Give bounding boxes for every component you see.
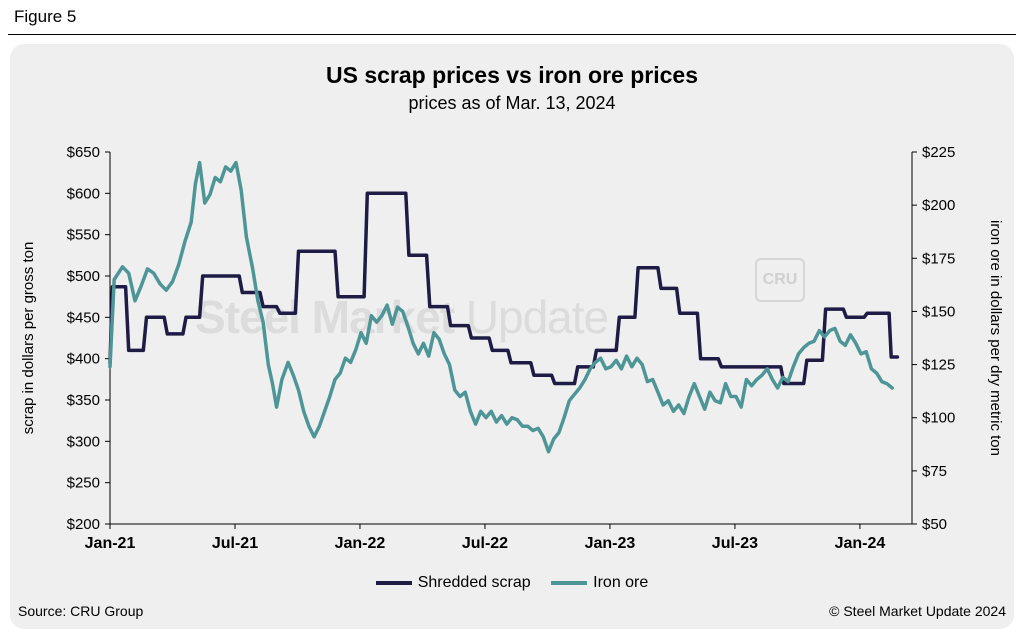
x-tick-label: Jan-23 — [585, 535, 636, 552]
x-tick-label: Jan-22 — [335, 535, 386, 552]
right-tick-label: $175 — [922, 250, 955, 267]
top-divider — [8, 34, 1016, 35]
chart-panel — [10, 44, 1014, 629]
left-axis-title: scrap in dollars per gross ton — [20, 242, 37, 435]
right-tick-label: $225 — [922, 144, 955, 161]
left-tick-label: $650 — [67, 144, 100, 161]
x-tick-label: Jul-23 — [712, 535, 758, 552]
figure-label: Figure 5 — [14, 7, 77, 26]
legend-item-ore: Iron ore — [551, 574, 648, 592]
right-tick-label: $75 — [922, 463, 947, 480]
left-tick-label: $500 — [67, 268, 100, 285]
x-tick-label: Jul-22 — [462, 535, 508, 552]
series-line-iron-ore — [108, 160, 894, 454]
right-tick-label: $125 — [922, 357, 955, 374]
left-tick-label: $250 — [67, 475, 100, 492]
chart-title: US scrap prices vs iron ore prices — [325, 62, 698, 88]
right-tick-label: $150 — [922, 303, 955, 320]
legend-label-ore: Iron ore — [593, 574, 649, 591]
legend-swatch-scrap — [375, 581, 412, 585]
source-note: Source: CRU Group — [18, 603, 144, 619]
watermark-light: Update — [465, 291, 609, 343]
legend-swatch-ore — [551, 581, 588, 585]
left-tick-label: $550 — [67, 227, 100, 244]
cru-badge: CRU — [755, 258, 805, 302]
right-axis-title: iron ore in dollars per dry metric ton — [987, 220, 1004, 456]
copyright-note: © Steel Market Update 2024 — [829, 603, 1006, 619]
chart-subtitle: prices as of Mar. 13, 2024 — [408, 93, 616, 113]
right-tick-label: $50 — [922, 516, 947, 533]
legend: Shredded scrap Iron ore — [0, 572, 1024, 592]
left-tick-label: $450 — [67, 309, 100, 326]
right-tick-label: $200 — [922, 197, 955, 214]
x-tick-label: Jul-21 — [212, 535, 258, 552]
x-tick-label: Jan-21 — [85, 535, 136, 552]
legend-label-scrap: Shredded scrap — [417, 574, 531, 591]
series-line-shredded-scrap — [108, 191, 900, 386]
left-tick-label: $350 — [67, 392, 100, 409]
left-tick-label: $600 — [67, 185, 100, 202]
x-tick-label: Jan-24 — [835, 535, 886, 552]
left-tick-label: $300 — [67, 433, 100, 450]
left-tick-label: $200 — [67, 516, 100, 533]
left-tick-label: $400 — [67, 351, 100, 368]
watermark-logo: Steel Market Update — [195, 290, 609, 344]
legend-item-scrap: Shredded scrap — [375, 574, 531, 592]
right-tick-label: $100 — [922, 410, 955, 427]
